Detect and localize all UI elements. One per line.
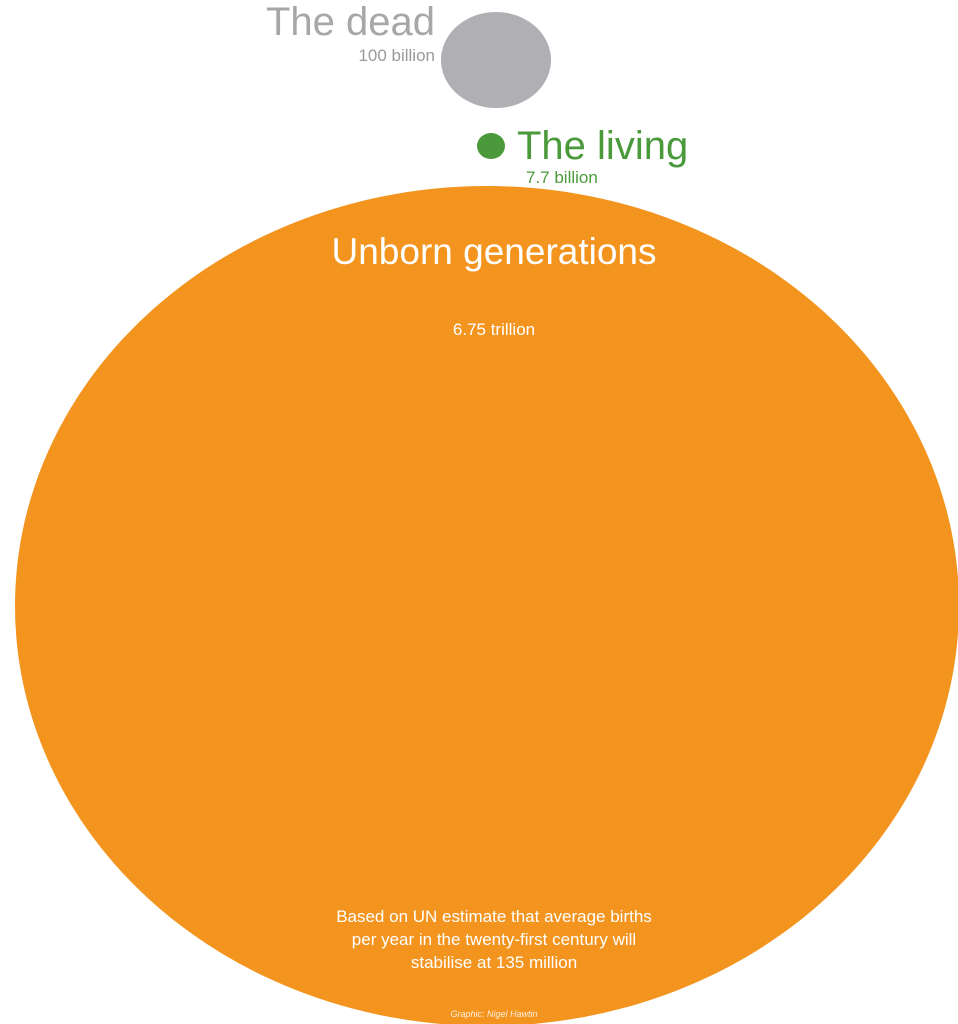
- chart-note: Based on UN estimate that average births…: [336, 907, 652, 972]
- label-living-value: 7.7 billion: [526, 168, 598, 187]
- bubble-dead: [441, 12, 551, 108]
- label-unborn-name: Unborn generations: [331, 231, 657, 272]
- chart-credit: Graphic: Nigel Hawtin: [450, 1009, 538, 1019]
- label-living-name: The living: [517, 124, 689, 168]
- bubble-living: [477, 133, 505, 159]
- label-dead-name: The dead: [265, 0, 435, 44]
- label-unborn-value: 6.75 trillion: [452, 320, 536, 339]
- bubble-unborn: [15, 186, 958, 1024]
- label-dead-value: 100 billion: [358, 46, 435, 65]
